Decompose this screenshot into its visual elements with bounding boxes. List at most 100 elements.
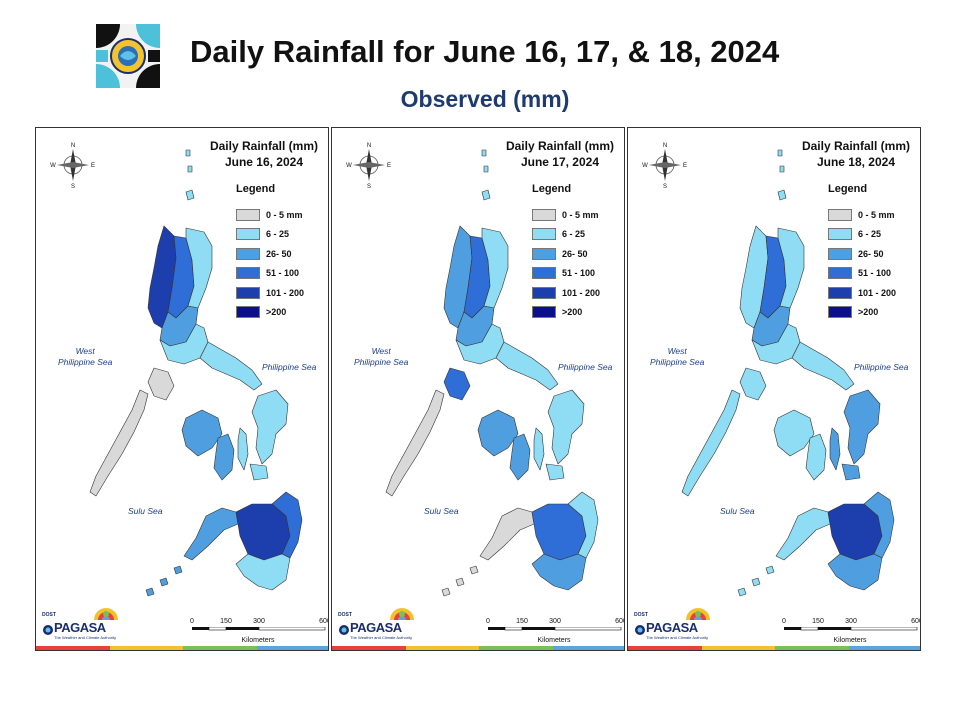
region-palawan bbox=[89, 389, 149, 497]
panel-date: June 16, 2024 bbox=[224, 155, 304, 169]
region-cebu-bohol bbox=[237, 427, 249, 471]
legend-label: >200 bbox=[266, 307, 287, 318]
north-arrow-icon: N S W E bbox=[346, 143, 391, 190]
legend-label: 26- 50 bbox=[858, 248, 884, 259]
legend-item: 6 - 25 bbox=[532, 225, 600, 245]
scale-unit: Kilometers bbox=[833, 637, 867, 644]
region-cebu-bohol bbox=[533, 427, 545, 471]
legend-item: 6 - 25 bbox=[828, 225, 896, 245]
region-southern-luzon bbox=[159, 323, 209, 365]
svg-text:N: N bbox=[663, 143, 667, 149]
region-bohol bbox=[249, 463, 269, 481]
region-sulu-islands bbox=[145, 565, 183, 597]
pagasa-brand-logo: DOST PAGASA The Weather and Climate Auth… bbox=[632, 608, 712, 646]
region-zamboanga bbox=[775, 507, 831, 561]
legend-item: 101 - 200 bbox=[236, 283, 304, 303]
rainfall-panels: N S W E bbox=[35, 127, 924, 651]
scale-tick: 0 bbox=[486, 618, 490, 625]
legend-label: 101 - 200 bbox=[858, 287, 897, 298]
sulu-sea-label: Sulu Sea bbox=[720, 506, 755, 516]
stripe-segment bbox=[256, 646, 328, 650]
legend-swatch bbox=[532, 228, 556, 241]
legend-swatch bbox=[828, 228, 852, 241]
legend-swatch bbox=[236, 306, 260, 319]
scale-bar: 0 150 300 600 Kilometers bbox=[778, 618, 920, 646]
legend-swatch bbox=[236, 267, 260, 280]
pagasa-seal-logo bbox=[96, 24, 160, 88]
philippine-sea-label: Philippine Sea bbox=[558, 362, 613, 372]
scale-tick: 150 bbox=[220, 618, 232, 625]
legend-swatch bbox=[828, 286, 852, 299]
region-western-visayas bbox=[181, 409, 223, 457]
west-philippine-sea-label: West Philippine Sea bbox=[650, 346, 705, 367]
legend-item: 26- 50 bbox=[828, 244, 896, 264]
stripe-segment bbox=[479, 646, 553, 650]
scale-tick: 300 bbox=[253, 618, 265, 625]
svg-text:E: E bbox=[91, 163, 95, 169]
brand-name: PAGASA bbox=[646, 620, 698, 635]
legend-item: 101 - 200 bbox=[828, 283, 896, 303]
legend-swatch bbox=[532, 286, 556, 299]
scale-bar: 0 150 300 600 Kilometers bbox=[186, 618, 328, 646]
legend-label: 26- 50 bbox=[266, 248, 292, 259]
panel-heading: Daily Rainfall (mm) bbox=[209, 139, 318, 153]
region-sulu-islands bbox=[737, 565, 775, 597]
stripe-segment bbox=[775, 646, 849, 650]
svg-text:E: E bbox=[387, 163, 391, 169]
panel-heading: Daily Rainfall (mm) bbox=[505, 139, 614, 153]
legend-item: 51 - 100 bbox=[236, 264, 304, 284]
region-samar-leyte bbox=[251, 389, 289, 465]
region-samar-leyte bbox=[547, 389, 585, 465]
scale-tick: 150 bbox=[812, 618, 824, 625]
philippine-sea-label: Philippine Sea bbox=[854, 362, 909, 372]
legend-swatch bbox=[532, 267, 556, 280]
scale-tick: 0 bbox=[782, 618, 786, 625]
legend-swatch bbox=[236, 286, 260, 299]
region-bohol bbox=[841, 463, 861, 481]
legend-label: 101 - 200 bbox=[266, 287, 305, 298]
legend-label: 101 - 200 bbox=[562, 287, 601, 298]
brand-name: PAGASA bbox=[54, 620, 106, 635]
west-philippine-sea-label: West Philippine Sea bbox=[354, 346, 409, 367]
region-samar-leyte bbox=[843, 389, 881, 465]
legend-label: 6 - 25 bbox=[858, 229, 882, 240]
region-bohol bbox=[545, 463, 565, 481]
brand-dost: DOST bbox=[42, 612, 56, 618]
scale-tick: 600 bbox=[319, 618, 328, 625]
region-southern-luzon bbox=[455, 323, 505, 365]
stripe-segment bbox=[848, 646, 920, 650]
legend-label: 0 - 5 mm bbox=[858, 209, 895, 220]
scale-tick: 300 bbox=[549, 618, 561, 625]
region-southern-mindanao bbox=[827, 553, 883, 591]
scale-unit: Kilometers bbox=[537, 637, 571, 644]
west-philippine-sea-label: West Philippine Sea bbox=[58, 346, 113, 367]
scale-unit: Kilometers bbox=[241, 637, 275, 644]
sulu-sea-label: Sulu Sea bbox=[424, 506, 459, 516]
legend-label: 6 - 25 bbox=[562, 229, 586, 240]
region-zamboanga bbox=[479, 507, 535, 561]
stripe-segment bbox=[552, 646, 624, 650]
region-southern-mindanao bbox=[531, 553, 587, 591]
region-mindoro bbox=[147, 367, 175, 401]
brand-tagline: The Weather and Climate Authority bbox=[54, 635, 117, 640]
legend-swatch bbox=[236, 228, 260, 241]
region-mindoro bbox=[739, 367, 767, 401]
legend-swatch bbox=[236, 208, 260, 221]
region-negros bbox=[509, 433, 531, 481]
panel-title: Daily Rainfall (mm) June 17, 2024 bbox=[506, 138, 614, 170]
region-mindoro bbox=[443, 367, 471, 401]
legend-item: 51 - 100 bbox=[532, 264, 600, 284]
region-batanes bbox=[481, 149, 491, 201]
region-eastern-mindanao bbox=[567, 491, 599, 559]
legend-swatch bbox=[828, 306, 852, 319]
stripe-segment bbox=[36, 646, 110, 650]
svg-text:E: E bbox=[683, 163, 687, 169]
rainfall-map-panel-june-16: N S W E bbox=[35, 127, 329, 651]
region-southern-luzon bbox=[751, 323, 801, 365]
legend: 0 - 5 mm 6 - 25 26- 50 51 - 100 101 - 200 >20… bbox=[828, 205, 896, 322]
stripe-segment bbox=[332, 646, 406, 650]
stripe-segment bbox=[405, 646, 479, 650]
legend-item: 0 - 5 mm bbox=[828, 205, 896, 225]
legend-label: >200 bbox=[562, 307, 583, 318]
color-stripe bbox=[628, 646, 920, 650]
